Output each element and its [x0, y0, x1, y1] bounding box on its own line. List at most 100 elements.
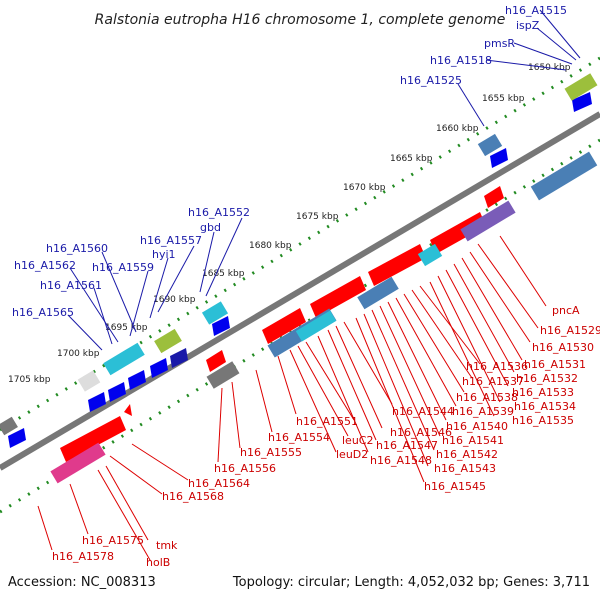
- gene-label-h16-a1555[interactable]: h16_A1555: [240, 446, 302, 459]
- label-leader: [327, 329, 377, 441]
- gene-label-gbd[interactable]: gbd: [200, 221, 221, 234]
- label-leader: [411, 289, 473, 379]
- gene-label-h16-a1562[interactable]: h16_A1562: [14, 259, 76, 272]
- gene-label-leuc2[interactable]: leuC2: [342, 434, 373, 447]
- gene-label-h16-a1530[interactable]: h16_A1530: [532, 341, 594, 354]
- gene-label-h16-a1539[interactable]: h16_A1539: [452, 405, 514, 418]
- label-leader: [67, 314, 103, 351]
- gene-label-h16-a1531[interactable]: h16_A1531: [524, 358, 586, 371]
- gene-label-pmsr[interactable]: pmsR: [484, 37, 515, 50]
- label-leader: [289, 349, 337, 453]
- gene-label-h16-a1540[interactable]: h16_A1540: [446, 420, 508, 433]
- gene-label-pnca[interactable]: pncA: [552, 304, 580, 317]
- gene-block[interactable]: [0, 416, 18, 436]
- gene-arrow[interactable]: [206, 350, 226, 372]
- gene-arrow[interactable]: [88, 392, 106, 412]
- gene-arrow[interactable]: [8, 428, 26, 448]
- gene-label-h16-a1542[interactable]: h16_A1542: [436, 448, 498, 461]
- gene-label-ispz[interactable]: ispZ: [516, 19, 540, 32]
- gene-arrow[interactable]: [262, 308, 306, 344]
- gene-label-h16-a1556[interactable]: h16_A1556: [214, 462, 276, 475]
- label-leader: [419, 285, 481, 365]
- gene-label-leud2[interactable]: leuD2: [336, 448, 368, 461]
- gene-label-h16-a1544[interactable]: h16_A1544: [392, 405, 454, 418]
- gene-label-h16-a1534[interactable]: h16_A1534: [514, 400, 576, 413]
- gene-block[interactable]: [460, 200, 516, 242]
- gene-label-h16-a1546[interactable]: h16_A1546: [390, 426, 452, 439]
- gene-label-h16-a1578[interactable]: h16_A1578: [52, 550, 114, 563]
- gene-label-h16-a1533[interactable]: h16_A1533: [512, 386, 574, 399]
- gene-arrow[interactable]: [150, 358, 168, 378]
- gene-block[interactable]: [206, 361, 240, 389]
- gene-block[interactable]: [50, 442, 106, 484]
- label-leader: [469, 251, 531, 343]
- gene-label-h16-a1536[interactable]: h16_A1536: [466, 360, 528, 373]
- gene-block[interactable]: [417, 243, 443, 267]
- gene-label-h16-a1554[interactable]: h16_A1554: [268, 431, 330, 444]
- tick-label: 1655 kbp: [482, 94, 525, 104]
- gene-label-h16-a1561[interactable]: h16_A1561: [40, 279, 102, 292]
- gene-label-h16-a1564[interactable]: h16_A1564: [188, 477, 250, 490]
- gene-label-h16-a1565[interactable]: h16_A1565: [12, 306, 74, 319]
- tick-label: 1695 kbp: [105, 323, 148, 333]
- gene-block[interactable]: [77, 370, 101, 392]
- gene-label-h16-a1575[interactable]: h16_A1575: [82, 534, 144, 547]
- gene-block[interactable]: [477, 133, 503, 157]
- gene-label-h16-a1560[interactable]: h16_A1560: [46, 242, 108, 255]
- tick-label: 1685 kbp: [202, 269, 245, 279]
- gene-label-h16-a1545[interactable]: h16_A1545: [424, 480, 486, 493]
- gene-block[interactable]: [295, 310, 337, 342]
- label-leader: [231, 381, 241, 449]
- gene-label-h16-a1551[interactable]: h16_A1551: [296, 415, 358, 428]
- gene-label-h16-a1538[interactable]: h16_A1538: [456, 391, 518, 404]
- gene-label-h16-a1515[interactable]: h16_A1515: [505, 4, 567, 17]
- gene-label-h16-a1518[interactable]: h16_A1518: [430, 54, 492, 67]
- gene-block[interactable]: [154, 328, 182, 354]
- gene-arrow[interactable]: [572, 92, 592, 112]
- gene-label-h16-a1548[interactable]: h16_A1548: [370, 454, 432, 467]
- gene-label-h16-a1568[interactable]: h16_A1568: [162, 490, 224, 503]
- gene-label-holb[interactable]: holB: [146, 556, 170, 569]
- gene-block[interactable]: [564, 73, 598, 101]
- gene-label-h16-a1541[interactable]: h16_A1541: [442, 434, 504, 447]
- gene-block[interactable]: [103, 342, 145, 376]
- gene-label-h16-a1543[interactable]: h16_A1543: [434, 462, 496, 475]
- gene-arrow[interactable]: [490, 148, 508, 168]
- gene-arrow[interactable]: [212, 316, 230, 336]
- label-leader: [457, 83, 485, 127]
- gene-label-h16-a1547[interactable]: h16_A1547: [376, 439, 438, 452]
- gene-block[interactable]: [357, 276, 399, 310]
- gene-arrow[interactable]: [128, 370, 146, 390]
- gene-label-h16-a1557[interactable]: h16_A1557: [140, 234, 202, 247]
- gene-label-h16-a1532[interactable]: h16_A1532: [516, 372, 578, 385]
- label-leader: [101, 251, 137, 333]
- gene-label-tmk[interactable]: tmk: [156, 539, 178, 552]
- label-leader: [461, 257, 523, 361]
- label-leader: [37, 505, 53, 551]
- gene-arrow[interactable]: [484, 186, 504, 208]
- gene-arrow[interactable]: [310, 276, 366, 318]
- colored-gene-blocks: [0, 73, 598, 484]
- gene-arrow[interactable]: [368, 244, 426, 286]
- gene-arrow[interactable]: [108, 382, 126, 402]
- gene-block[interactable]: [201, 301, 229, 325]
- tick-label: 1675 kbp: [296, 212, 339, 222]
- gene-block[interactable]: [530, 151, 598, 201]
- label-leader: [513, 42, 573, 65]
- gene-arrow[interactable]: [124, 404, 132, 416]
- gene-label-hyi1[interactable]: hyi1: [152, 248, 176, 261]
- gene-label-h16-a1535[interactable]: h16_A1535: [512, 414, 574, 427]
- gene-arrow[interactable]: [60, 416, 126, 462]
- gene-label-h16-a1552[interactable]: h16_A1552: [188, 206, 250, 219]
- label-leader: [69, 267, 119, 343]
- label-leader: [499, 235, 547, 307]
- gene-label-h16-a1529[interactable]: h16_A1529: [540, 324, 600, 337]
- label-leader: [485, 59, 567, 71]
- gene-arrow[interactable]: [170, 348, 188, 368]
- gene-label-h16-a1537[interactable]: h16_A1537: [462, 375, 524, 388]
- tick-label: 1705 kbp: [8, 375, 51, 385]
- label-leader: [371, 309, 435, 451]
- gene-label-h16-a1525[interactable]: h16_A1525: [400, 74, 462, 87]
- gene-label-h16-a1559[interactable]: h16_A1559: [92, 261, 154, 274]
- outer-scale-track: [0, 56, 600, 432]
